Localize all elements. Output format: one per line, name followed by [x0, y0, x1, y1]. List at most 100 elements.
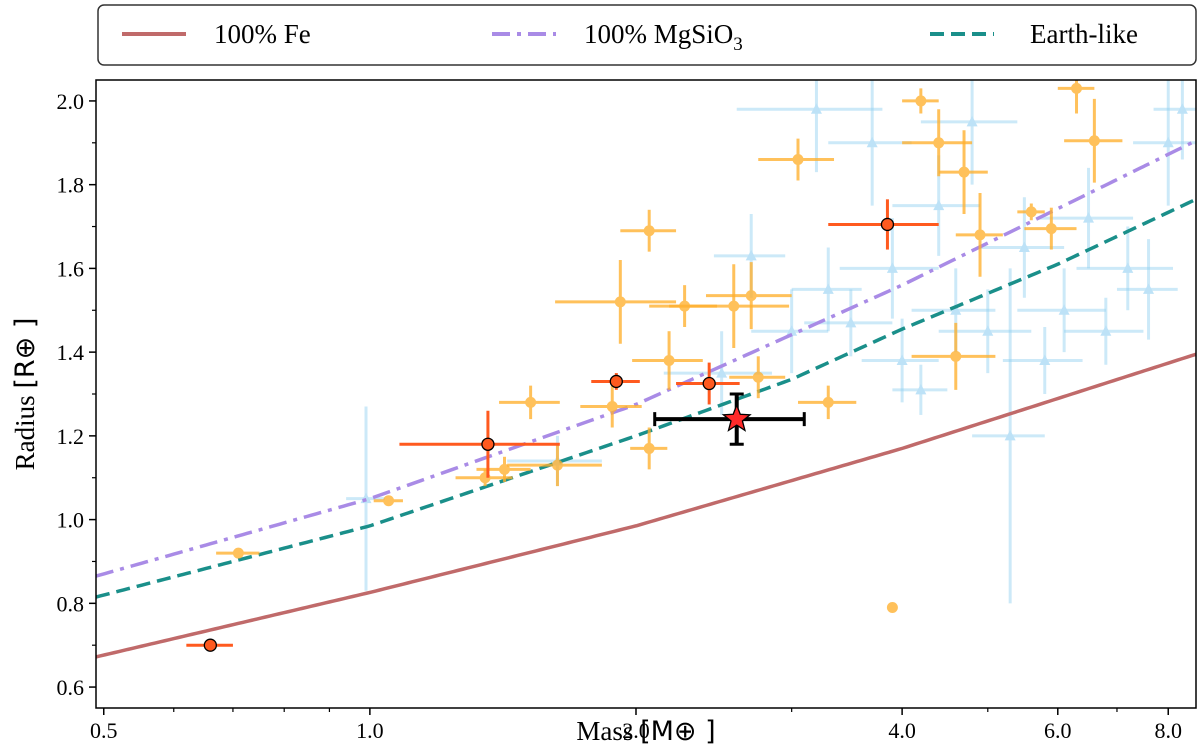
- x-tick-label: 4.0: [888, 718, 916, 743]
- orange-point-18: [902, 88, 939, 114]
- orange-point-21: [938, 130, 988, 214]
- x-tick-label: 0.5: [90, 718, 118, 743]
- model-curves: [96, 139, 1196, 659]
- orange-point-marker: [663, 355, 675, 367]
- orange-point-marker: [933, 137, 945, 149]
- red-point-marker: [702, 376, 716, 391]
- orange-point-26: [1064, 98, 1123, 183]
- orange-point-10: [632, 331, 703, 390]
- blue-point-11: [892, 364, 948, 415]
- blue-point-14: [920, 80, 1018, 185]
- blue-point-marker: [1176, 103, 1188, 114]
- blue-point-marker: [716, 367, 728, 378]
- blue-point-18: [1002, 327, 1083, 394]
- model-curve-fe: [96, 352, 1196, 659]
- legend-box: [97, 4, 1197, 66]
- orange-point-24: [1024, 207, 1077, 250]
- orange-point-12: [669, 264, 790, 348]
- orange-point-marker: [886, 602, 898, 614]
- blue-point-8: [828, 80, 912, 206]
- orange-point-marker: [728, 300, 740, 312]
- red-point-3: [676, 362, 740, 405]
- orange-point-marker: [1071, 82, 1083, 94]
- x-tick-label: 6.0: [1044, 718, 1072, 743]
- series-red: [186, 199, 939, 652]
- blue-point-marker: [1122, 262, 1134, 273]
- orange-point-marker: [525, 396, 537, 408]
- series-light-blue: [346, 80, 1196, 604]
- blue-point-marker: [950, 304, 962, 315]
- blue-point-marker: [966, 115, 978, 127]
- blue-point-2: [663, 331, 772, 415]
- y-tick-label: 0.8: [57, 591, 85, 616]
- orange-point-marker: [1088, 135, 1100, 147]
- blue-point-marker: [1018, 241, 1030, 252]
- blue-point-23: [1116, 239, 1178, 340]
- axis-ticks: 0.5 1.0 2.0 4.0 6.0 8.0 0.6 0.8 1.0 1.2 1.4 1.6 1.8 2…: [57, 89, 1182, 743]
- x-tick-label: 1.0: [356, 718, 384, 743]
- blue-point-marker: [1004, 429, 1016, 441]
- red-point-marker: [880, 217, 895, 232]
- orange-point-15: [758, 138, 835, 181]
- orange-point-22: [955, 193, 1003, 277]
- blue-point-marker: [886, 262, 898, 273]
- orange-point-20: [911, 322, 996, 390]
- y-axis-title-unit: [R⊕ ]: [10, 318, 41, 389]
- blue-point-9: [839, 218, 939, 319]
- orange-point-16: [798, 385, 857, 420]
- blue-point-marker: [896, 354, 908, 366]
- blue-point-marker: [915, 383, 927, 395]
- orange-point-marker: [232, 547, 244, 559]
- orange-point-8: [620, 209, 677, 252]
- blue-point-marker: [810, 103, 822, 114]
- blue-point-marker: [1162, 136, 1174, 148]
- orange-point-1: [373, 495, 403, 507]
- red-point-1: [399, 410, 560, 478]
- blue-point-5: [736, 80, 883, 173]
- blue-point-3: [713, 213, 786, 298]
- blue-point-marker: [1143, 283, 1155, 294]
- orange-point-7: [555, 260, 677, 344]
- orange-point-14: [729, 356, 786, 399]
- orange-point-13: [705, 262, 792, 330]
- y-axis-title: Radius [R⊕ ]: [10, 318, 41, 471]
- orange-point-marker: [643, 225, 655, 237]
- plot-frame: [95, 79, 1197, 709]
- red-point-marker: [203, 638, 217, 652]
- orange-point-0: [216, 547, 260, 559]
- legend: 100% Fe 100% MgSiO3 Earth-like: [97, 4, 1197, 66]
- y-tick-label: 1.0: [57, 508, 85, 533]
- blue-point-4: [751, 289, 829, 374]
- legend-label-fe: 100% Fe: [214, 19, 311, 49]
- orange-point-5: [507, 444, 602, 487]
- red-point-marker: [609, 374, 623, 389]
- legend-label-mgsio3-sub: 3: [733, 34, 743, 55]
- orange-point-9: [630, 427, 668, 470]
- blue-point-22: [1076, 226, 1174, 311]
- blue-point-25: [1153, 80, 1196, 160]
- orange-point-marker: [958, 166, 970, 178]
- blue-point-10: [861, 318, 939, 403]
- blue-point-marker: [1100, 325, 1112, 336]
- blue-point-16: [972, 268, 1045, 604]
- legend-label-earth-like: Earth-like: [1030, 19, 1138, 49]
- highlight-planet: [653, 392, 806, 446]
- orange-point-marker: [752, 371, 764, 383]
- blue-point-marker: [866, 136, 878, 148]
- blue-point-marker: [1083, 212, 1095, 223]
- blue-point-marker: [786, 325, 798, 336]
- orange-point-marker: [974, 229, 986, 241]
- blue-point-marker: [845, 316, 857, 328]
- legend-label-mgsio3: 100% MgSiO3: [584, 19, 743, 55]
- orange-point-marker: [1025, 206, 1037, 218]
- model-curve-mgsio3: [96, 139, 1196, 578]
- orange-point-17: [886, 602, 898, 614]
- blue-point-13: [911, 268, 996, 353]
- star-marker: [721, 403, 752, 432]
- model-curve-earth-like: [96, 197, 1196, 599]
- y-tick-label: 1.2: [57, 424, 85, 449]
- orange-point-marker: [915, 95, 927, 107]
- blue-point-6: [791, 247, 862, 332]
- orange-point-marker: [1045, 223, 1057, 235]
